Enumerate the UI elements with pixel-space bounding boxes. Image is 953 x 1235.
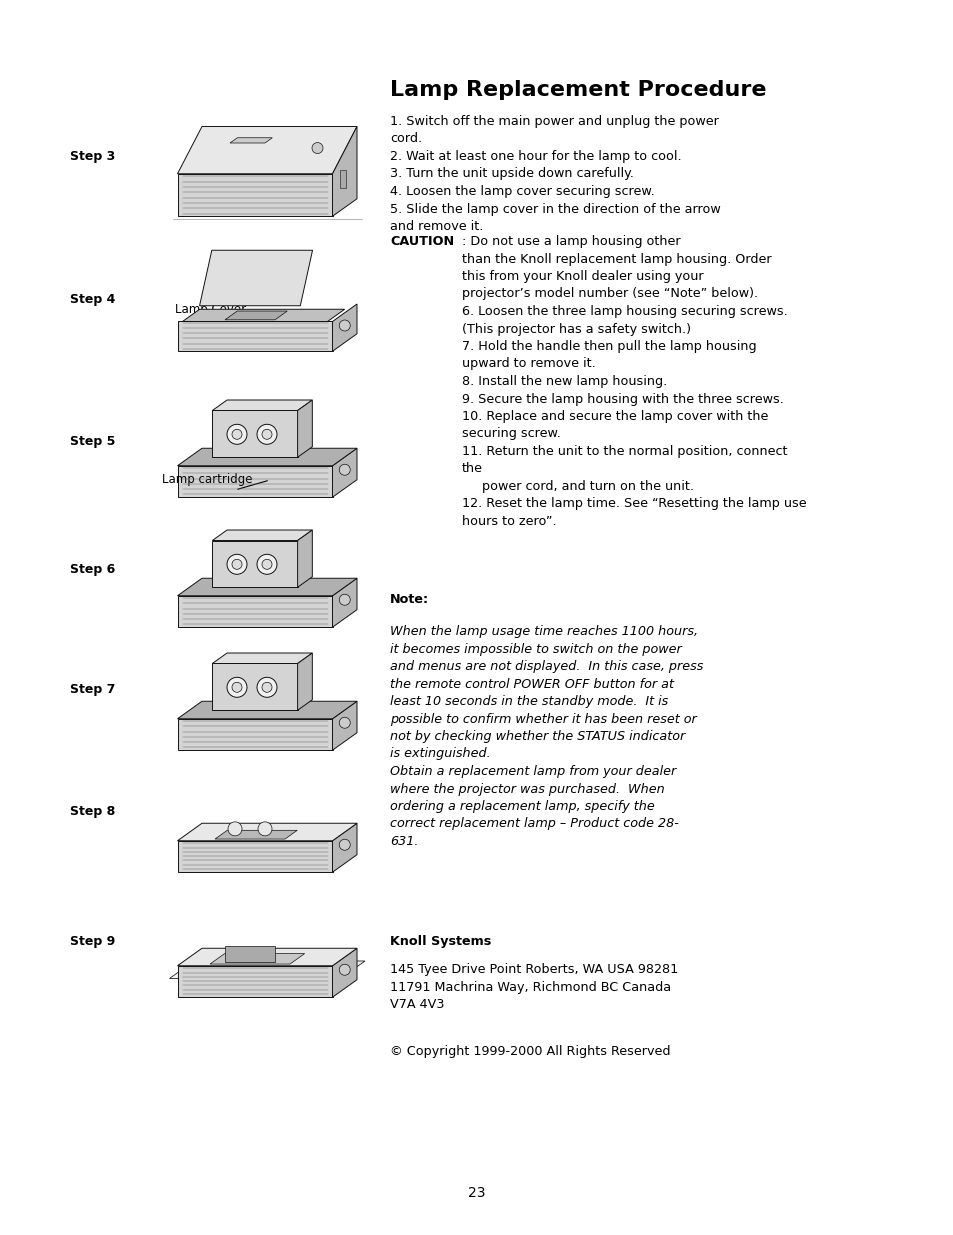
- Circle shape: [339, 965, 350, 976]
- Circle shape: [227, 677, 247, 698]
- Text: Step 3: Step 3: [70, 149, 115, 163]
- Polygon shape: [213, 400, 312, 410]
- Polygon shape: [333, 824, 356, 872]
- Polygon shape: [177, 948, 356, 966]
- Polygon shape: [214, 830, 297, 839]
- Polygon shape: [333, 304, 356, 351]
- Circle shape: [257, 821, 272, 836]
- Circle shape: [227, 555, 247, 574]
- Polygon shape: [333, 948, 356, 997]
- Text: 145 Tyee Drive Point Roberts, WA USA 98281
11791 Machrina Way, Richmond BC Canad: 145 Tyee Drive Point Roberts, WA USA 982…: [390, 963, 678, 1011]
- Circle shape: [339, 464, 350, 475]
- Text: Step 7: Step 7: [70, 683, 115, 697]
- Polygon shape: [297, 400, 312, 457]
- Circle shape: [227, 425, 247, 445]
- Polygon shape: [177, 321, 333, 351]
- Polygon shape: [213, 541, 297, 588]
- Text: 1. Switch off the main power and unplug the power
cord.
2. Wait at least one hou: 1. Switch off the main power and unplug …: [390, 115, 720, 233]
- Text: Note:: Note:: [390, 593, 429, 606]
- Polygon shape: [177, 466, 333, 498]
- Polygon shape: [225, 946, 274, 962]
- Polygon shape: [177, 824, 356, 841]
- Circle shape: [228, 821, 242, 836]
- Polygon shape: [182, 309, 344, 321]
- Text: Step 5: Step 5: [70, 435, 115, 448]
- Circle shape: [262, 682, 272, 693]
- FancyBboxPatch shape: [339, 170, 346, 188]
- Polygon shape: [213, 530, 312, 541]
- Polygon shape: [333, 126, 356, 216]
- Circle shape: [232, 559, 242, 569]
- Text: : Do not use a lamp housing other
than the Knoll replacement lamp housing. Order: : Do not use a lamp housing other than t…: [461, 235, 806, 529]
- Polygon shape: [333, 578, 356, 627]
- Circle shape: [339, 320, 350, 331]
- Text: When the lamp usage time reaches 1100 hours,
it becomes impossible to switch on : When the lamp usage time reaches 1100 ho…: [390, 625, 702, 848]
- Polygon shape: [297, 653, 312, 710]
- Text: 23: 23: [468, 1186, 485, 1200]
- Circle shape: [232, 430, 242, 440]
- Text: Lamp Replacement Procedure: Lamp Replacement Procedure: [390, 80, 765, 100]
- Polygon shape: [213, 653, 312, 663]
- Text: Lamp Cover: Lamp Cover: [174, 304, 246, 316]
- Text: CAUTION: CAUTION: [390, 235, 454, 248]
- Polygon shape: [177, 578, 356, 595]
- Circle shape: [232, 682, 242, 693]
- Polygon shape: [177, 841, 333, 872]
- Text: Knoll Systems: Knoll Systems: [390, 935, 491, 948]
- Circle shape: [256, 425, 276, 445]
- Polygon shape: [213, 410, 297, 457]
- Text: © Copyright 1999-2000 All Rights Reserved: © Copyright 1999-2000 All Rights Reserve…: [390, 1045, 670, 1058]
- Polygon shape: [177, 719, 333, 750]
- Polygon shape: [177, 126, 356, 174]
- Circle shape: [339, 840, 350, 850]
- Polygon shape: [199, 251, 313, 306]
- Polygon shape: [333, 448, 356, 498]
- Text: Step 8: Step 8: [70, 805, 115, 818]
- Text: Lamp cartridge: Lamp cartridge: [162, 473, 253, 487]
- Polygon shape: [177, 701, 356, 719]
- Polygon shape: [213, 663, 297, 710]
- Polygon shape: [177, 448, 356, 466]
- Polygon shape: [177, 966, 333, 997]
- Circle shape: [312, 142, 323, 153]
- Polygon shape: [170, 961, 365, 978]
- Polygon shape: [230, 138, 272, 143]
- Text: Step 4: Step 4: [70, 293, 115, 306]
- Text: Step 9: Step 9: [70, 935, 115, 948]
- Circle shape: [262, 430, 272, 440]
- Circle shape: [339, 718, 350, 729]
- Polygon shape: [177, 174, 333, 216]
- Circle shape: [339, 594, 350, 605]
- Text: Step 6: Step 6: [70, 563, 115, 576]
- Polygon shape: [225, 311, 287, 320]
- Circle shape: [256, 555, 276, 574]
- Polygon shape: [210, 953, 304, 965]
- Circle shape: [256, 677, 276, 698]
- Polygon shape: [177, 595, 333, 627]
- Polygon shape: [333, 701, 356, 750]
- Polygon shape: [297, 530, 312, 588]
- Circle shape: [262, 559, 272, 569]
